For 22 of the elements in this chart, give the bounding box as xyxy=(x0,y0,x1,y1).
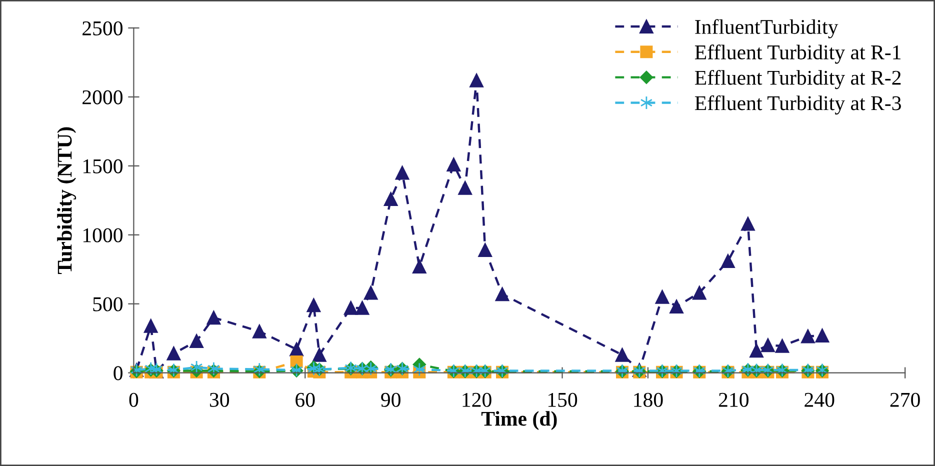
x-tick-label: 180 xyxy=(634,392,663,407)
y-axis-title: Turbidity (NTU) xyxy=(57,127,76,274)
x-tick-label: 210 xyxy=(718,392,748,407)
x-tick-label: 120 xyxy=(462,392,492,407)
x-tick-label: 240 xyxy=(804,392,834,407)
x-tick-label: 60 xyxy=(296,392,315,407)
y-tick-label: 2500 xyxy=(82,21,122,36)
legend-label: InfluentTurbidity xyxy=(695,19,838,38)
x-axis-title: Time (d) xyxy=(481,411,557,430)
legend-label: Effluent Turbidity at R-3 xyxy=(694,95,901,115)
x-tick-label: 0 xyxy=(129,392,138,407)
legend-label: Effluent Turbidity at R-1 xyxy=(694,44,901,64)
y-tick-label: 1000 xyxy=(83,228,122,242)
x-tick-label: 150 xyxy=(548,392,578,407)
y-tick-label: 1500 xyxy=(83,159,122,174)
x-tick-label: 30 xyxy=(210,392,230,407)
y-tick-label: 2000 xyxy=(82,90,122,104)
y-tick-label: 0 xyxy=(114,366,122,380)
y-tick-label: 500 xyxy=(93,297,122,312)
x-tick-label: 270 xyxy=(890,392,920,407)
x-tick-label: 90 xyxy=(381,392,400,407)
legend-label: Effluent Turbidity at R-2 xyxy=(694,70,901,90)
